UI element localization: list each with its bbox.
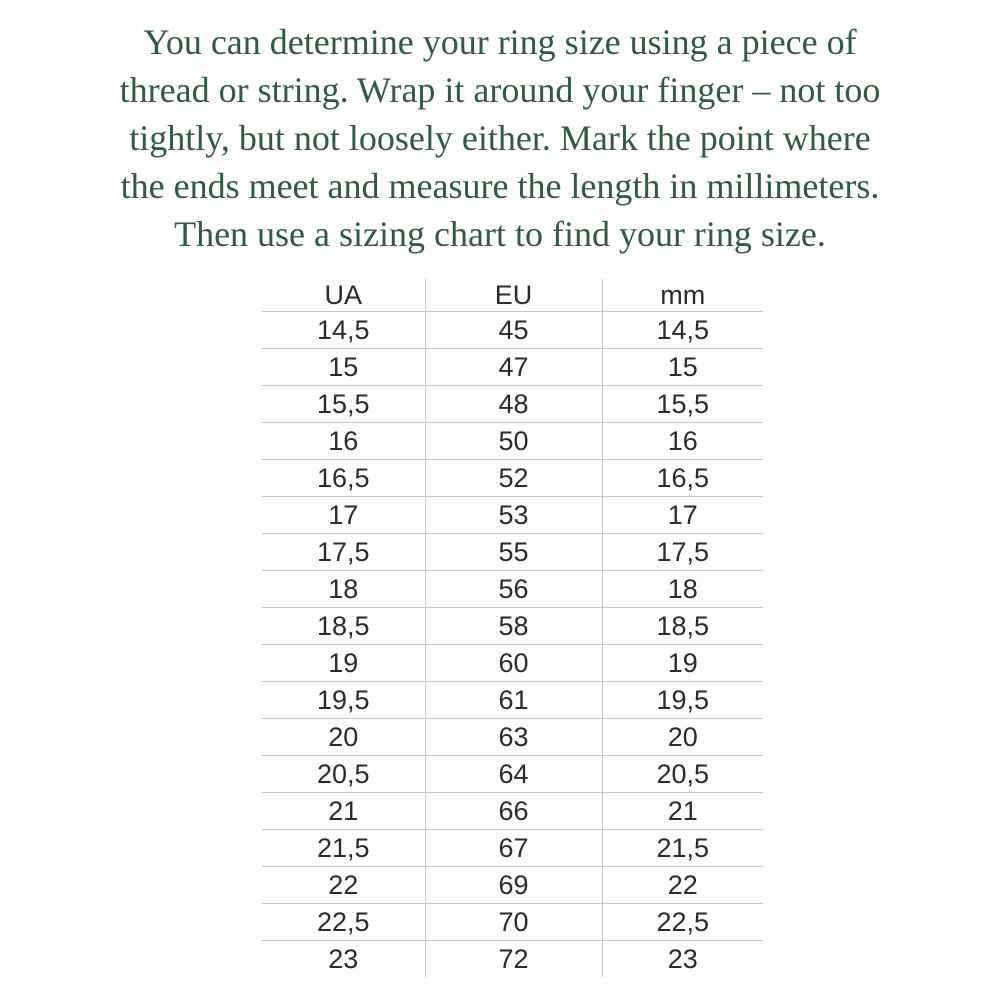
intro-text: You can determine your ring size using a…: [0, 0, 1000, 258]
table-cell: 21: [602, 792, 763, 830]
intro-line-5: Then use a sizing chart to find your rin…: [174, 214, 826, 254]
table-cell: 19,5: [602, 681, 763, 719]
table-cell: 58: [425, 607, 603, 645]
table-cell: 22: [602, 866, 763, 904]
table-cell: 23: [667, 943, 698, 974]
table-row: 15 47 15: [262, 348, 763, 386]
column-header-mm: mm: [602, 279, 763, 312]
table-cell: 19,5: [262, 681, 426, 719]
table-cell: 16: [602, 422, 763, 460]
table-row: 22,5 70 22,5: [262, 903, 763, 941]
table-cell: 15,5: [602, 385, 763, 423]
table-cell: 64: [425, 755, 603, 793]
table-cell: 63: [425, 718, 603, 756]
table-row: 23 72 23: [262, 940, 763, 977]
table-cell: 16,5: [262, 459, 426, 497]
table-header-row: UA EU mm: [262, 279, 763, 312]
table-cell: 45: [425, 311, 603, 349]
table-cell: 60: [425, 644, 603, 682]
table-row: 19,5 61 19,5: [262, 681, 763, 719]
ring-size-chart: UA EU mm 14,5 45 14,5 15 47 15 15,5 48 15,5 16 50 1…: [262, 279, 763, 977]
table-cell: 47: [425, 348, 603, 386]
table-row: 20,5 64 20,5: [262, 755, 763, 793]
table-cell: 21,5: [262, 829, 426, 867]
table-cell: 22: [262, 866, 426, 904]
table-row: 22 69 22: [262, 866, 763, 904]
table-cell: 16,5: [602, 459, 763, 497]
table-cell: 52: [425, 459, 603, 497]
table-cell: 70: [425, 903, 603, 941]
column-header-ua: UA: [262, 279, 426, 312]
table-row: 15,5 48 15,5: [262, 385, 763, 423]
table-row: 19 60 19: [262, 644, 763, 682]
table-row: 21,5 67 21,5: [262, 829, 763, 867]
table-cell: 22,5: [602, 903, 763, 941]
table-row: 18,5 58 18,5: [262, 607, 763, 645]
table-cell: 17,5: [262, 533, 426, 571]
table-cell: 50: [425, 422, 603, 460]
table-row: 17,5 55 17,5: [262, 533, 763, 571]
ring-size-table: UA EU mm 14,5 45 14,5 15 47 15 15,5 48 15,5 16 50 1…: [262, 279, 763, 977]
table-cell: 17,5: [602, 533, 763, 571]
table-cell: 20: [602, 718, 763, 756]
table-cell: 18,5: [262, 607, 426, 645]
table-body: 14,5 45 14,5 15 47 15 15,5 48 15,5 16 50 16 16,5 52 16…: [262, 311, 763, 977]
intro-line-2: thread or string. Wrap it around your fi…: [119, 70, 881, 110]
table-row: 20 63 20: [262, 718, 763, 756]
table-cell: 21,5: [602, 829, 763, 867]
table-cell: 18: [262, 570, 426, 608]
table-cell: 20,5: [602, 755, 763, 793]
table-cell: 22,5: [262, 903, 426, 941]
table-cell: 20: [262, 718, 426, 756]
table-cell: 21: [262, 792, 426, 830]
table-cell: 19: [262, 644, 426, 682]
table-cell: 67: [425, 829, 603, 867]
table-cell: 15,5: [262, 385, 426, 423]
table-cell: 17: [602, 496, 763, 534]
table-cell: 18,5: [602, 607, 763, 645]
intro-line-3: tightly, but not loosely either. Mark th…: [129, 118, 871, 158]
table-cell: 16: [262, 422, 426, 460]
table-cell: 55: [425, 533, 603, 571]
intro-line-4: the ends meet and measure the length in …: [120, 166, 880, 206]
table-cell: 72: [425, 940, 603, 977]
table-cell: 48: [425, 385, 603, 423]
table-cell: 18: [602, 570, 763, 608]
table-row: 16 50 16: [262, 422, 763, 460]
table-cell: 14,5: [602, 311, 763, 349]
table-row: 14,5 45 14,5: [262, 311, 763, 349]
table-cell: 19: [602, 644, 763, 682]
table-cell: 20,5: [262, 755, 426, 793]
table-cell: 61: [425, 681, 603, 719]
table-cell: 23: [262, 940, 426, 977]
table-cell: 15: [262, 348, 426, 386]
table-row: 16,5 52 16,5: [262, 459, 763, 497]
table-cell: 14,5: [262, 311, 426, 349]
intro-line-1: You can determine your ring size using a…: [143, 22, 857, 62]
table-cell: 56: [425, 570, 603, 608]
column-header-eu: EU: [425, 279, 603, 312]
table-row: 17 53 17: [262, 496, 763, 534]
table-cell: 69: [425, 866, 603, 904]
table-cell: 53: [425, 496, 603, 534]
table-cell: 17: [262, 496, 426, 534]
table-row: 21 66 21: [262, 792, 763, 830]
table-cell: 66: [425, 792, 603, 830]
table-row: 18 56 18: [262, 570, 763, 608]
table-cell: 15: [602, 348, 763, 386]
